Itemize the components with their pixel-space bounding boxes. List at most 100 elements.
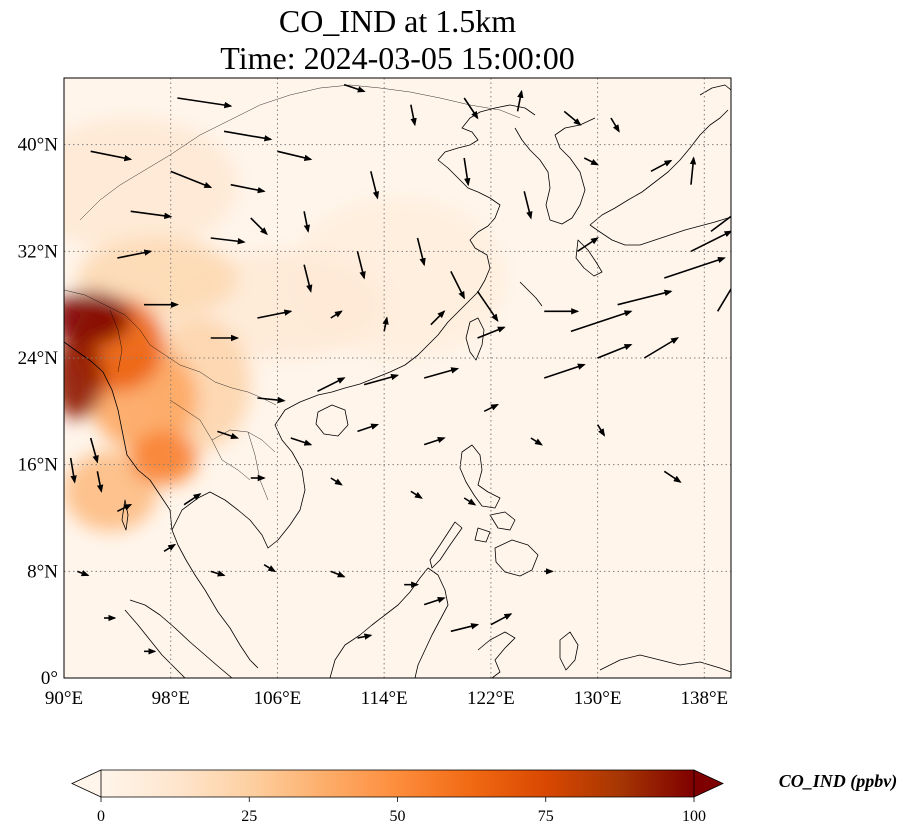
y-tick-label: 8°N [27, 561, 58, 582]
wind-arrow [423, 436, 446, 446]
wind-arrow [650, 159, 673, 173]
x-tick-label: 90°E [45, 688, 83, 709]
wind-arrow [69, 457, 77, 484]
coastline-japan-south [589, 217, 729, 246]
wind-arrow [217, 430, 239, 440]
wind-arrow [357, 633, 373, 640]
wind-arrow [330, 310, 343, 319]
y-tick-label: 16°N [18, 455, 59, 476]
wind-arrow [223, 130, 273, 142]
colorbar-ticks: 0 25 50 75 100 [97, 797, 706, 825]
wind-arrow [382, 316, 389, 332]
wind-arrow [210, 570, 226, 577]
wind-arrow [163, 543, 177, 553]
wind-arrow [596, 424, 606, 437]
wind-arrow [96, 471, 104, 493]
coastline-korea [514, 117, 596, 225]
wind-arrow [410, 104, 417, 127]
x-tick-label: 98°E [152, 688, 190, 709]
coastline-halmahera [559, 631, 579, 671]
coastline-gulf-thailand [171, 104, 536, 549]
wind-arrow [476, 290, 499, 322]
coastlines [64, 84, 731, 678]
wind-arrow [303, 211, 311, 233]
x-tick-label: 130°E [574, 688, 622, 709]
wind-arrow [317, 377, 346, 393]
colorbar-tick-label: 50 [390, 808, 406, 825]
wind-arrow [117, 503, 133, 513]
coastline-sumatra [129, 599, 233, 678]
wind-arrow [690, 230, 731, 253]
colorbar-tick-label: 75 [538, 808, 554, 825]
map-title: CO_IND at 1.5km [278, 3, 517, 39]
x-tick-label: 122°E [467, 688, 515, 709]
wind-arrow [477, 326, 506, 339]
coastline-taiwan [465, 317, 485, 361]
x-tick-label: 106°E [254, 688, 302, 709]
wind-arrow [89, 437, 99, 464]
wind-arrow [430, 310, 446, 326]
map-subtitle-time: Time: 2024-03-05 15:00:00 [220, 40, 575, 76]
coastline-ryukyu [519, 281, 543, 307]
coastline-mainland [64, 341, 259, 669]
map-plot-area [64, 78, 731, 678]
coastline-kyushu [575, 239, 603, 277]
coastline-borneo [329, 567, 449, 678]
wind-arrow [210, 237, 246, 245]
wind-arrow [356, 251, 366, 280]
colorbar-label: CO_IND (ppbv) [779, 771, 898, 792]
wind-arrow [563, 110, 582, 126]
wind-arrow [523, 191, 533, 220]
wind-arrow [357, 423, 380, 433]
wind-arrow [363, 373, 400, 386]
wind-arrow [463, 497, 477, 506]
coastline-mindanao [494, 539, 539, 577]
wind-arrow [183, 493, 202, 506]
concentration-field [64, 118, 505, 532]
coastline-luzon [459, 444, 501, 509]
wind-arrow [290, 437, 313, 446]
wind-arrow [90, 150, 133, 162]
coastline-japan-honshu [589, 109, 729, 226]
wind-arrow [463, 97, 479, 120]
concentration-blob [64, 338, 105, 418]
x-tick-label: 114°E [361, 688, 408, 709]
concentration-blob [130, 431, 198, 485]
gridlines [64, 78, 731, 678]
wind-arrow [483, 403, 499, 413]
wind-arrow [263, 563, 277, 573]
wind-arrow [330, 570, 346, 578]
concentration-blob [64, 291, 131, 345]
wind-arrow [490, 613, 513, 626]
wind-arrow [330, 477, 343, 486]
wind-arrow [689, 156, 697, 185]
wind-arrow [177, 97, 233, 109]
wind-arrow [416, 237, 426, 267]
y-tick-label: 0° [41, 668, 58, 689]
colorbar: 0 25 50 75 100 CO_IND (ppbv) [71, 769, 898, 825]
coastline-visayas [474, 511, 516, 543]
concentration-blob [64, 118, 238, 252]
colorbar-tick-label: 25 [241, 808, 257, 825]
wind-arrow [570, 310, 633, 333]
wind-arrow [423, 596, 446, 606]
wind-arrow [610, 117, 620, 133]
wind-arrow [170, 170, 213, 189]
wind-arrow [543, 363, 586, 379]
wind-arrow [277, 150, 313, 161]
wind-arrow [643, 337, 680, 359]
wind-arrow [663, 470, 682, 483]
coastline-hainan [315, 404, 349, 437]
colorbar-extend-low [71, 769, 102, 798]
wind-arrow [716, 287, 731, 312]
coastline-new-guinea [599, 654, 731, 673]
wind-arrow [664, 256, 726, 279]
wind-vectors [69, 83, 731, 655]
colorbar-tick-label: 0 [97, 808, 105, 825]
wind-arrow [370, 171, 380, 200]
colorbar-tick-label: 100 [682, 808, 706, 825]
colorbar-body [101, 770, 694, 797]
wind-arrow [117, 249, 153, 259]
wind-arrow [450, 270, 465, 300]
